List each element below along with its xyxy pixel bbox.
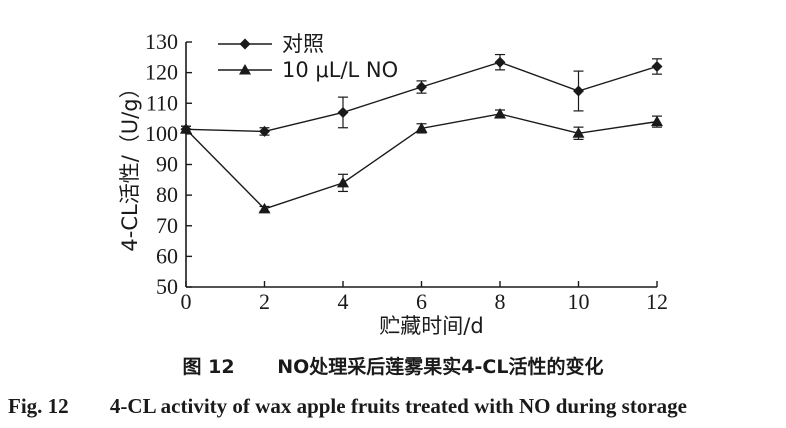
x-tick-label: 10: [568, 289, 590, 314]
y-axis: 50 60 70 80 90 100 110 120 130: [145, 29, 192, 299]
legend-entry: 对照: [218, 32, 324, 56]
y-tick-label: 80: [156, 182, 178, 207]
legend-marker: [239, 64, 251, 75]
legend-label: 对照: [282, 32, 324, 56]
data-point: [573, 85, 584, 97]
caption-en-text: 4-CL activity of wax apple fruits treate…: [109, 394, 687, 418]
x-tick-label: 12: [646, 289, 668, 314]
data-point: [337, 176, 349, 188]
x-axis-title: 贮藏时间/d: [379, 314, 483, 338]
figure-caption-cn: 图 12 NO处理采后莲雾果实4-CL活性的变化: [0, 352, 786, 379]
x-tick-label: 2: [259, 289, 270, 314]
x-axis: 0 2 4 6 8 10 12: [181, 281, 668, 314]
series-line: [185, 61, 658, 133]
caption-cn-label: 图 12: [182, 356, 235, 378]
y-tick-label: 130: [145, 29, 178, 54]
legend-label: 10 μL/L NO: [282, 58, 398, 82]
data-point: [651, 61, 663, 72]
data-point: [494, 56, 506, 68]
legend-entry: 10 μL/L NO: [218, 58, 398, 82]
series-no-treatment: [180, 107, 663, 214]
data-point: [337, 106, 349, 118]
data-point: [180, 123, 192, 134]
y-tick-label: 120: [145, 60, 178, 85]
y-tick-label: 50: [156, 274, 178, 299]
y-tick-label: 70: [156, 213, 178, 238]
data-point: [572, 127, 585, 138]
data-point: [416, 81, 427, 93]
y-tick-label: 110: [146, 90, 178, 115]
caption-en-label: Fig. 12: [8, 394, 69, 418]
y-tick-label: 100: [145, 121, 178, 146]
x-tick-label: 8: [495, 289, 506, 314]
data-point: [258, 202, 271, 214]
x-tick-label: 0: [181, 289, 192, 314]
figure-caption-en: Fig. 12 4-CL activity of wax apple fruit…: [8, 394, 786, 419]
y-axis-title: 4-CL活性/（U/g）: [118, 77, 142, 251]
x-tick-label: 6: [416, 289, 427, 314]
data-point: [651, 115, 663, 127]
data-point: [494, 107, 506, 119]
y-tick-label: 60: [156, 243, 178, 268]
data-point: [415, 122, 428, 133]
y-tick-label: 90: [156, 152, 178, 177]
caption-cn-text: NO处理采后莲雾果实4-CL活性的变化: [277, 356, 604, 378]
data-point: [259, 125, 270, 137]
legend-marker: [239, 38, 251, 50]
series-group: [180, 53, 663, 214]
x-tick-label: 4: [338, 289, 349, 314]
